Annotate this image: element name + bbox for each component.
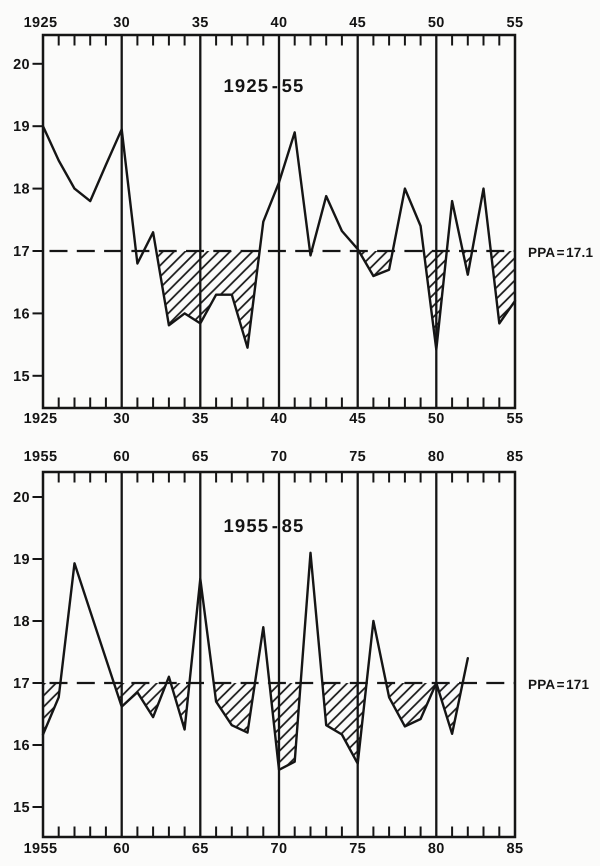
svg-text:65: 65 [192,841,209,857]
svg-text:40: 40 [271,15,288,31]
svg-text:1955: 1955 [24,841,58,857]
svg-text:50: 50 [428,15,445,31]
svg-text:35: 35 [192,411,209,427]
svg-text:19: 19 [13,552,30,568]
svg-text:50: 50 [428,411,445,427]
svg-text:17: 17 [13,676,30,692]
svg-text:20: 20 [13,57,30,73]
svg-text:16: 16 [13,306,30,322]
svg-text:75: 75 [349,449,366,465]
svg-text:80: 80 [428,449,445,465]
svg-text:30: 30 [113,411,130,427]
svg-text:16: 16 [13,738,30,754]
svg-text:18: 18 [13,182,30,198]
svg-text:75: 75 [349,841,366,857]
svg-text:PPA = 17.1: PPA = 17.1 [528,245,593,260]
svg-text:PPA = 171: PPA = 171 [528,677,590,692]
svg-text:45: 45 [349,15,366,31]
svg-text:1925: 1925 [24,411,58,427]
svg-text:1925: 1925 [24,15,58,31]
svg-text:17: 17 [13,244,30,260]
svg-text:60: 60 [113,841,130,857]
svg-text:85: 85 [507,841,524,857]
svg-text:55: 55 [507,15,524,31]
svg-text:15: 15 [13,800,30,816]
svg-text:18: 18 [13,614,30,630]
svg-text:80: 80 [428,841,445,857]
svg-text:35: 35 [192,15,209,31]
svg-text:1925 - 55: 1925 - 55 [224,75,305,96]
svg-text:19: 19 [13,119,30,135]
svg-text:60: 60 [113,449,130,465]
svg-text:85: 85 [507,449,524,465]
svg-text:45: 45 [349,411,366,427]
svg-text:20: 20 [13,490,30,506]
svg-text:70: 70 [271,449,288,465]
svg-text:1955 - 85: 1955 - 85 [224,515,305,536]
svg-text:30: 30 [113,15,130,31]
svg-text:15: 15 [13,369,30,385]
svg-text:40: 40 [271,411,288,427]
svg-text:65: 65 [192,449,209,465]
svg-text:55: 55 [507,411,524,427]
svg-text:1955: 1955 [24,449,58,465]
svg-text:70: 70 [271,841,288,857]
